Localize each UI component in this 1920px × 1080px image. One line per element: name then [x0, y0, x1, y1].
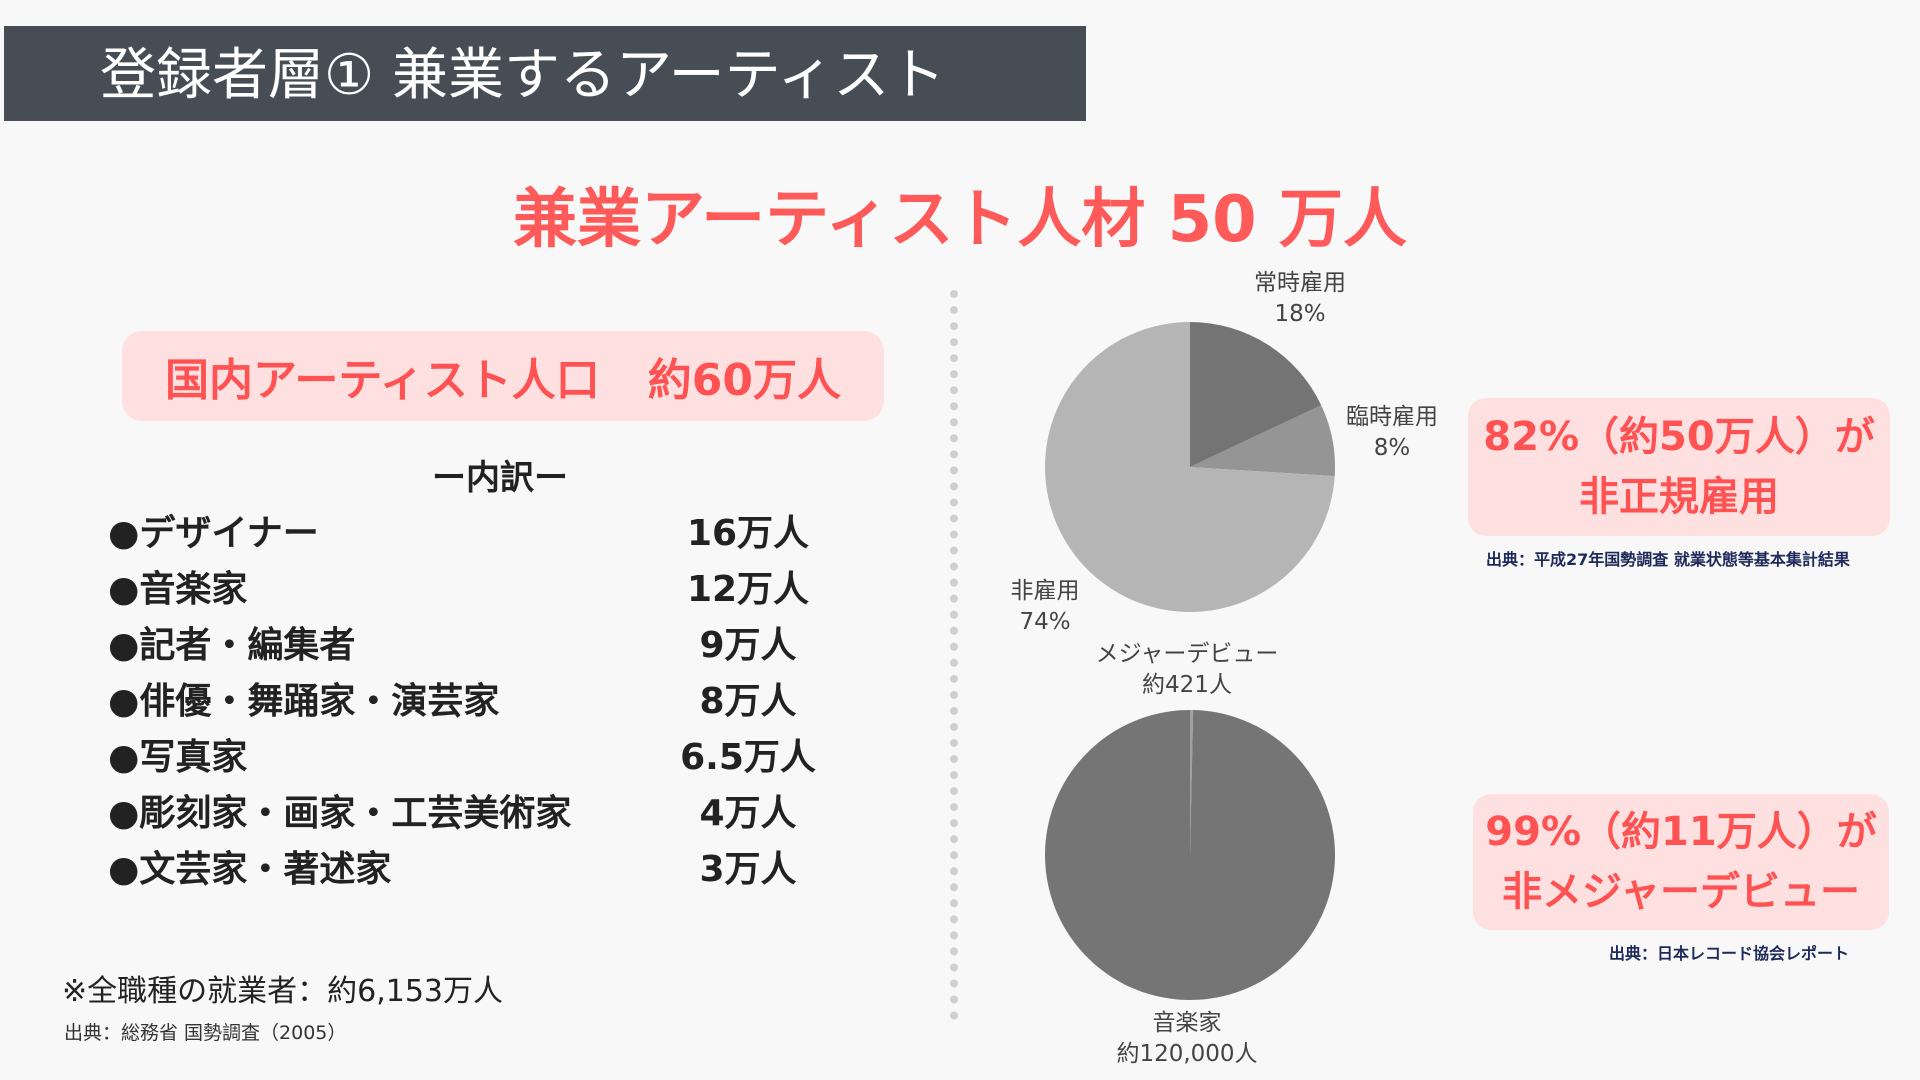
breakdown-value: 6.5万人	[680, 737, 816, 778]
callout-line: 82%（約50万人）が	[1483, 414, 1875, 460]
slice-label: 非雇用	[1010, 578, 1080, 604]
pie-label-non-employed: 非雇用 74%	[985, 576, 1105, 638]
callout-non-major-debut: 99%（約11万人）が 非メジャーデビュー	[1473, 794, 1889, 930]
pie-slice-major-debut	[1190, 710, 1194, 855]
population-label: 国内アーティスト人口	[165, 355, 600, 406]
breakdown-value: 12万人	[686, 569, 810, 610]
pie-label-major-debut: メジャーデビュー 約421人	[1037, 639, 1337, 701]
breakdown-label: ●彫刻家・画家・工芸美術家	[108, 793, 572, 834]
breakdown-value: 9万人	[699, 625, 797, 666]
total-workers-note: ※全職種の就業者：約6,153万人	[62, 974, 504, 1009]
pie-slice-temporary	[1190, 405, 1335, 477]
headline: 兼業アーティスト人材 50 万人	[513, 183, 1407, 257]
breakdown-row: ●文芸家・著述家 3万人	[108, 840, 868, 896]
vertical-divider	[950, 290, 958, 1020]
pie-slice-permanent	[1190, 322, 1322, 467]
debut-pie-chart	[1045, 710, 1335, 1000]
breakdown-value: 4万人	[699, 793, 797, 834]
source-census-2015: 出典：平成27年国勢調査 就業状態等基本集計結果	[1486, 550, 1850, 569]
breakdown-row: ●俳優・舞踊家・演芸家 8万人	[108, 672, 868, 728]
population-value: 約60万人	[647, 355, 841, 406]
pie-label-musicians: 音楽家 約120,000人	[1037, 1008, 1337, 1070]
callout-line: 非メジャーデビュー	[1502, 869, 1860, 915]
source-riaj-report: 出典：日本レコード協会レポート	[1609, 944, 1850, 963]
slice-value: 8%	[1373, 435, 1411, 461]
breakdown-row: ●写真家 6.5万人	[108, 728, 868, 784]
title-bar	[4, 26, 1086, 121]
breakdown-list: ●デザイナー 16万人 ●音楽家 12万人 ●記者・編集者 9万人 ●俳優・舞踊…	[108, 504, 868, 896]
breakdown-row: ●記者・編集者 9万人	[108, 616, 868, 672]
pie-label-temporary: 臨時雇用 8%	[1292, 402, 1492, 464]
breakdown-label: ●音楽家	[108, 569, 248, 610]
slice-label: 常時雇用	[1254, 270, 1346, 296]
breakdown-label: ●デザイナー	[108, 513, 319, 554]
slice-label: メジャーデビュー	[1095, 641, 1279, 667]
breakdown-value: 8万人	[699, 681, 797, 722]
breakdown-row: ●音楽家 12万人	[108, 560, 868, 616]
breakdown-label: ●記者・編集者	[108, 625, 356, 666]
slice-label: 音楽家	[1152, 1010, 1222, 1036]
page-title: 登録者層① 兼業するアーティスト	[100, 43, 946, 108]
breakdown-label: ●文芸家・著述家	[108, 849, 392, 890]
employment-pie-chart	[1045, 322, 1335, 612]
slice-value: 約120,000人	[1116, 1041, 1258, 1067]
breakdown-value: 3万人	[699, 849, 797, 890]
pie-label-permanent: 常時雇用 18%	[1200, 268, 1400, 330]
pie-slice-musicians	[1045, 710, 1335, 1000]
breakdown-row: ●彫刻家・画家・工芸美術家 4万人	[108, 784, 868, 840]
breakdown-heading: ー内訳ー	[432, 458, 568, 498]
slice-label: 臨時雇用	[1346, 404, 1438, 430]
breakdown-row: ●デザイナー 16万人	[108, 504, 868, 560]
callout-line: 非正規雇用	[1579, 474, 1779, 520]
breakdown-label: ●俳優・舞踊家・演芸家	[108, 681, 500, 722]
breakdown-label: ●写真家	[108, 737, 248, 778]
callout-line: 99%（約11万人）が	[1485, 809, 1877, 855]
population-box: 国内アーティスト人口 約60万人	[122, 331, 884, 421]
slice-value: 18%	[1274, 301, 1326, 327]
slice-value: 約421人	[1142, 672, 1232, 698]
breakdown-value: 16万人	[686, 513, 810, 554]
callout-irregular-employment: 82%（約50万人）が 非正規雇用	[1468, 398, 1890, 536]
source-census-2005: 出典：総務省 国勢調査（2005）	[64, 1022, 347, 1044]
slice-value: 74%	[1019, 609, 1071, 635]
pie-slice-non-employed	[1045, 322, 1335, 612]
